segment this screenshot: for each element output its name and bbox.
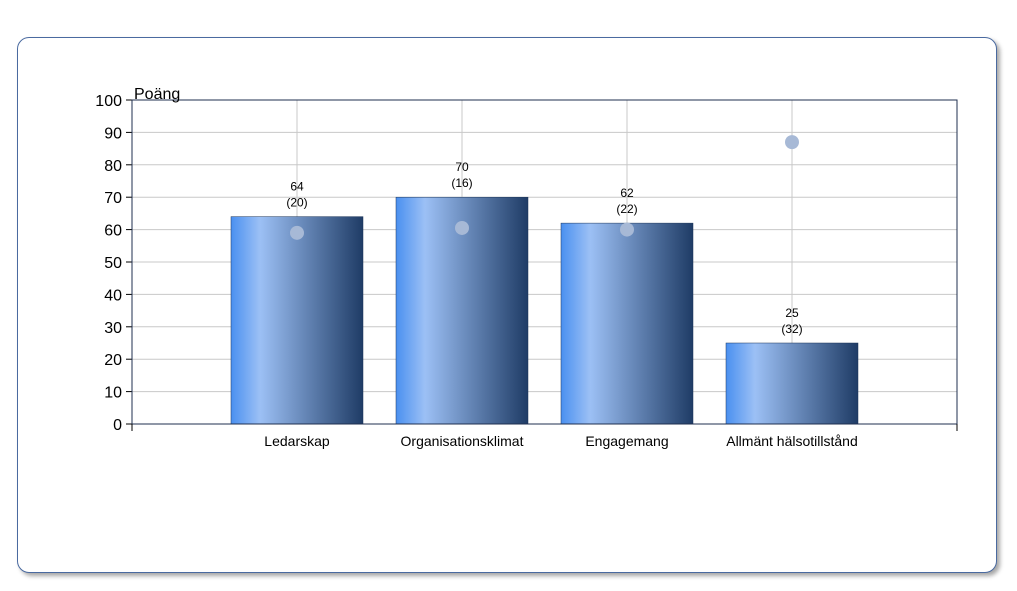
- marker-point-3: [620, 222, 634, 237]
- bar-count-label: (32): [781, 322, 802, 336]
- bars: 64 (20) 70 (16) 62 (22) 25 (32): [230, 160, 859, 425]
- y-tick-label: 90: [104, 125, 122, 142]
- y-tick-label: 10: [104, 385, 122, 402]
- y-tick-label: 100: [95, 93, 122, 110]
- bar-value-label: 62: [620, 186, 634, 200]
- y-tick-label: 50: [104, 255, 122, 272]
- bar-count-label: (20): [286, 196, 307, 210]
- y-axis-label: Poäng: [134, 86, 180, 103]
- bar-value-label: 70: [455, 160, 469, 174]
- bar-count-label: (22): [616, 202, 637, 216]
- bar-value-label: 25: [785, 306, 799, 320]
- y-tick-label: 80: [104, 158, 122, 175]
- x-tick-label: Ledarskap: [264, 433, 330, 449]
- markers: [290, 135, 799, 240]
- y-tick-label: 60: [104, 223, 122, 240]
- bar-3: [560, 222, 694, 425]
- bar-value-label: 64: [290, 180, 304, 194]
- x-tick-label: Allmänt hälsotillstånd: [726, 433, 858, 449]
- y-tick-label: 30: [104, 320, 122, 337]
- bar-4: [725, 342, 859, 425]
- marker-point-1: [290, 225, 304, 240]
- bar-1: [230, 216, 364, 425]
- marker-point-4: [785, 135, 799, 150]
- axes: 0 10 20 30 40 50 60 70 80 90 100 Ledarskap Organisat…: [95, 93, 958, 449]
- y-tick-label: 20: [104, 352, 122, 369]
- y-tick-label: 0: [113, 417, 122, 434]
- bar-count-label: (16): [451, 176, 472, 190]
- x-tick-label: Engagemang: [585, 433, 668, 449]
- plot-border: [131, 99, 958, 425]
- y-tick-label: 40: [104, 287, 122, 304]
- x-tick-label: Organisationsklimat: [401, 433, 524, 449]
- bar-2: [395, 196, 529, 425]
- marker-point-2: [455, 220, 469, 235]
- y-tick-label: 70: [104, 190, 122, 207]
